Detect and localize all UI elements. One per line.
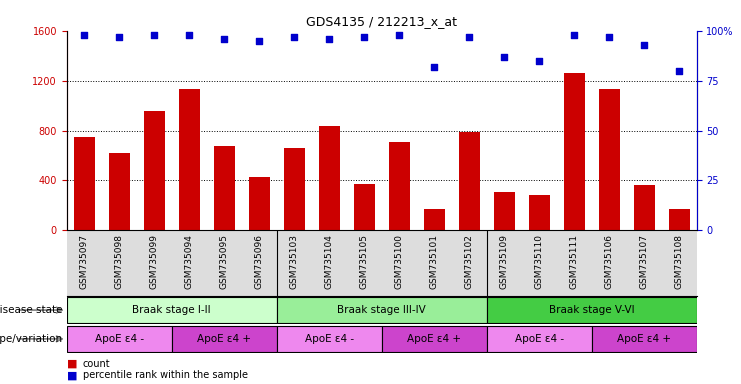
Bar: [668, 209, 690, 230]
Text: Braak stage III-IV: Braak stage III-IV: [337, 305, 426, 315]
Text: GSM735110: GSM735110: [534, 233, 544, 289]
Point: [253, 38, 265, 44]
Point: [113, 34, 125, 40]
Point: [183, 31, 195, 38]
Bar: [319, 126, 339, 230]
Point: [358, 34, 370, 40]
Text: Braak stage I-II: Braak stage I-II: [133, 305, 211, 315]
Text: GSM735103: GSM735103: [290, 233, 299, 289]
Text: count: count: [83, 359, 110, 369]
Text: GSM735108: GSM735108: [674, 233, 683, 289]
Bar: [564, 73, 585, 230]
Bar: [634, 185, 654, 230]
Text: ApoE ε4 +: ApoE ε4 +: [617, 334, 671, 344]
Bar: [67, 326, 172, 352]
Text: disease state: disease state: [0, 305, 63, 315]
Text: GSM735100: GSM735100: [395, 233, 404, 289]
Bar: [276, 297, 487, 323]
Bar: [494, 192, 514, 230]
Text: GSM735102: GSM735102: [465, 233, 473, 288]
Text: GSM735099: GSM735099: [150, 233, 159, 289]
Text: GSM735094: GSM735094: [185, 233, 193, 288]
Bar: [67, 297, 276, 323]
Text: ApoE ε4 -: ApoE ε4 -: [305, 334, 353, 344]
Point: [638, 41, 650, 48]
Text: GSM735111: GSM735111: [570, 233, 579, 289]
Title: GDS4135 / 212213_x_at: GDS4135 / 212213_x_at: [306, 15, 457, 28]
Point: [428, 64, 440, 70]
Bar: [459, 132, 479, 230]
Point: [148, 31, 160, 38]
Point: [568, 31, 580, 38]
Text: ■: ■: [67, 370, 77, 380]
Bar: [487, 297, 697, 323]
Point: [534, 58, 545, 64]
Bar: [599, 89, 619, 230]
Bar: [487, 326, 591, 352]
Text: percentile rank within the sample: percentile rank within the sample: [83, 370, 248, 380]
Bar: [172, 326, 276, 352]
Point: [323, 36, 335, 42]
Text: GSM735097: GSM735097: [80, 233, 89, 289]
Text: GSM735105: GSM735105: [359, 233, 368, 289]
Text: GSM735101: GSM735101: [430, 233, 439, 289]
Bar: [213, 146, 235, 230]
Bar: [144, 111, 165, 230]
Bar: [353, 184, 375, 230]
Text: GSM735095: GSM735095: [219, 233, 229, 289]
Bar: [179, 89, 199, 230]
Point: [673, 68, 685, 74]
Point: [498, 54, 510, 60]
Text: GSM735096: GSM735096: [255, 233, 264, 289]
Text: ApoE ε4 +: ApoE ε4 +: [407, 334, 461, 344]
Text: ApoE ε4 -: ApoE ε4 -: [514, 334, 564, 344]
Point: [79, 31, 90, 38]
Bar: [591, 326, 697, 352]
Bar: [249, 177, 270, 230]
Bar: [73, 137, 95, 230]
Bar: [109, 153, 130, 230]
Text: GSM735098: GSM735098: [115, 233, 124, 289]
Bar: [382, 326, 487, 352]
Bar: [276, 326, 382, 352]
Bar: [424, 209, 445, 230]
Point: [288, 34, 300, 40]
Text: GSM735104: GSM735104: [325, 233, 333, 288]
Text: Braak stage V-VI: Braak stage V-VI: [549, 305, 634, 315]
Text: genotype/variation: genotype/variation: [0, 334, 63, 344]
Text: ApoE ε4 +: ApoE ε4 +: [197, 334, 251, 344]
Point: [463, 34, 475, 40]
Text: GSM735106: GSM735106: [605, 233, 614, 289]
Point: [219, 36, 230, 42]
Point: [603, 34, 615, 40]
Bar: [528, 195, 550, 230]
Text: ApoE ε4 -: ApoE ε4 -: [95, 334, 144, 344]
Text: GSM735109: GSM735109: [499, 233, 508, 289]
Text: ■: ■: [67, 359, 77, 369]
Bar: [388, 142, 410, 230]
Point: [393, 31, 405, 38]
Bar: [284, 148, 305, 230]
Text: GSM735107: GSM735107: [639, 233, 648, 289]
